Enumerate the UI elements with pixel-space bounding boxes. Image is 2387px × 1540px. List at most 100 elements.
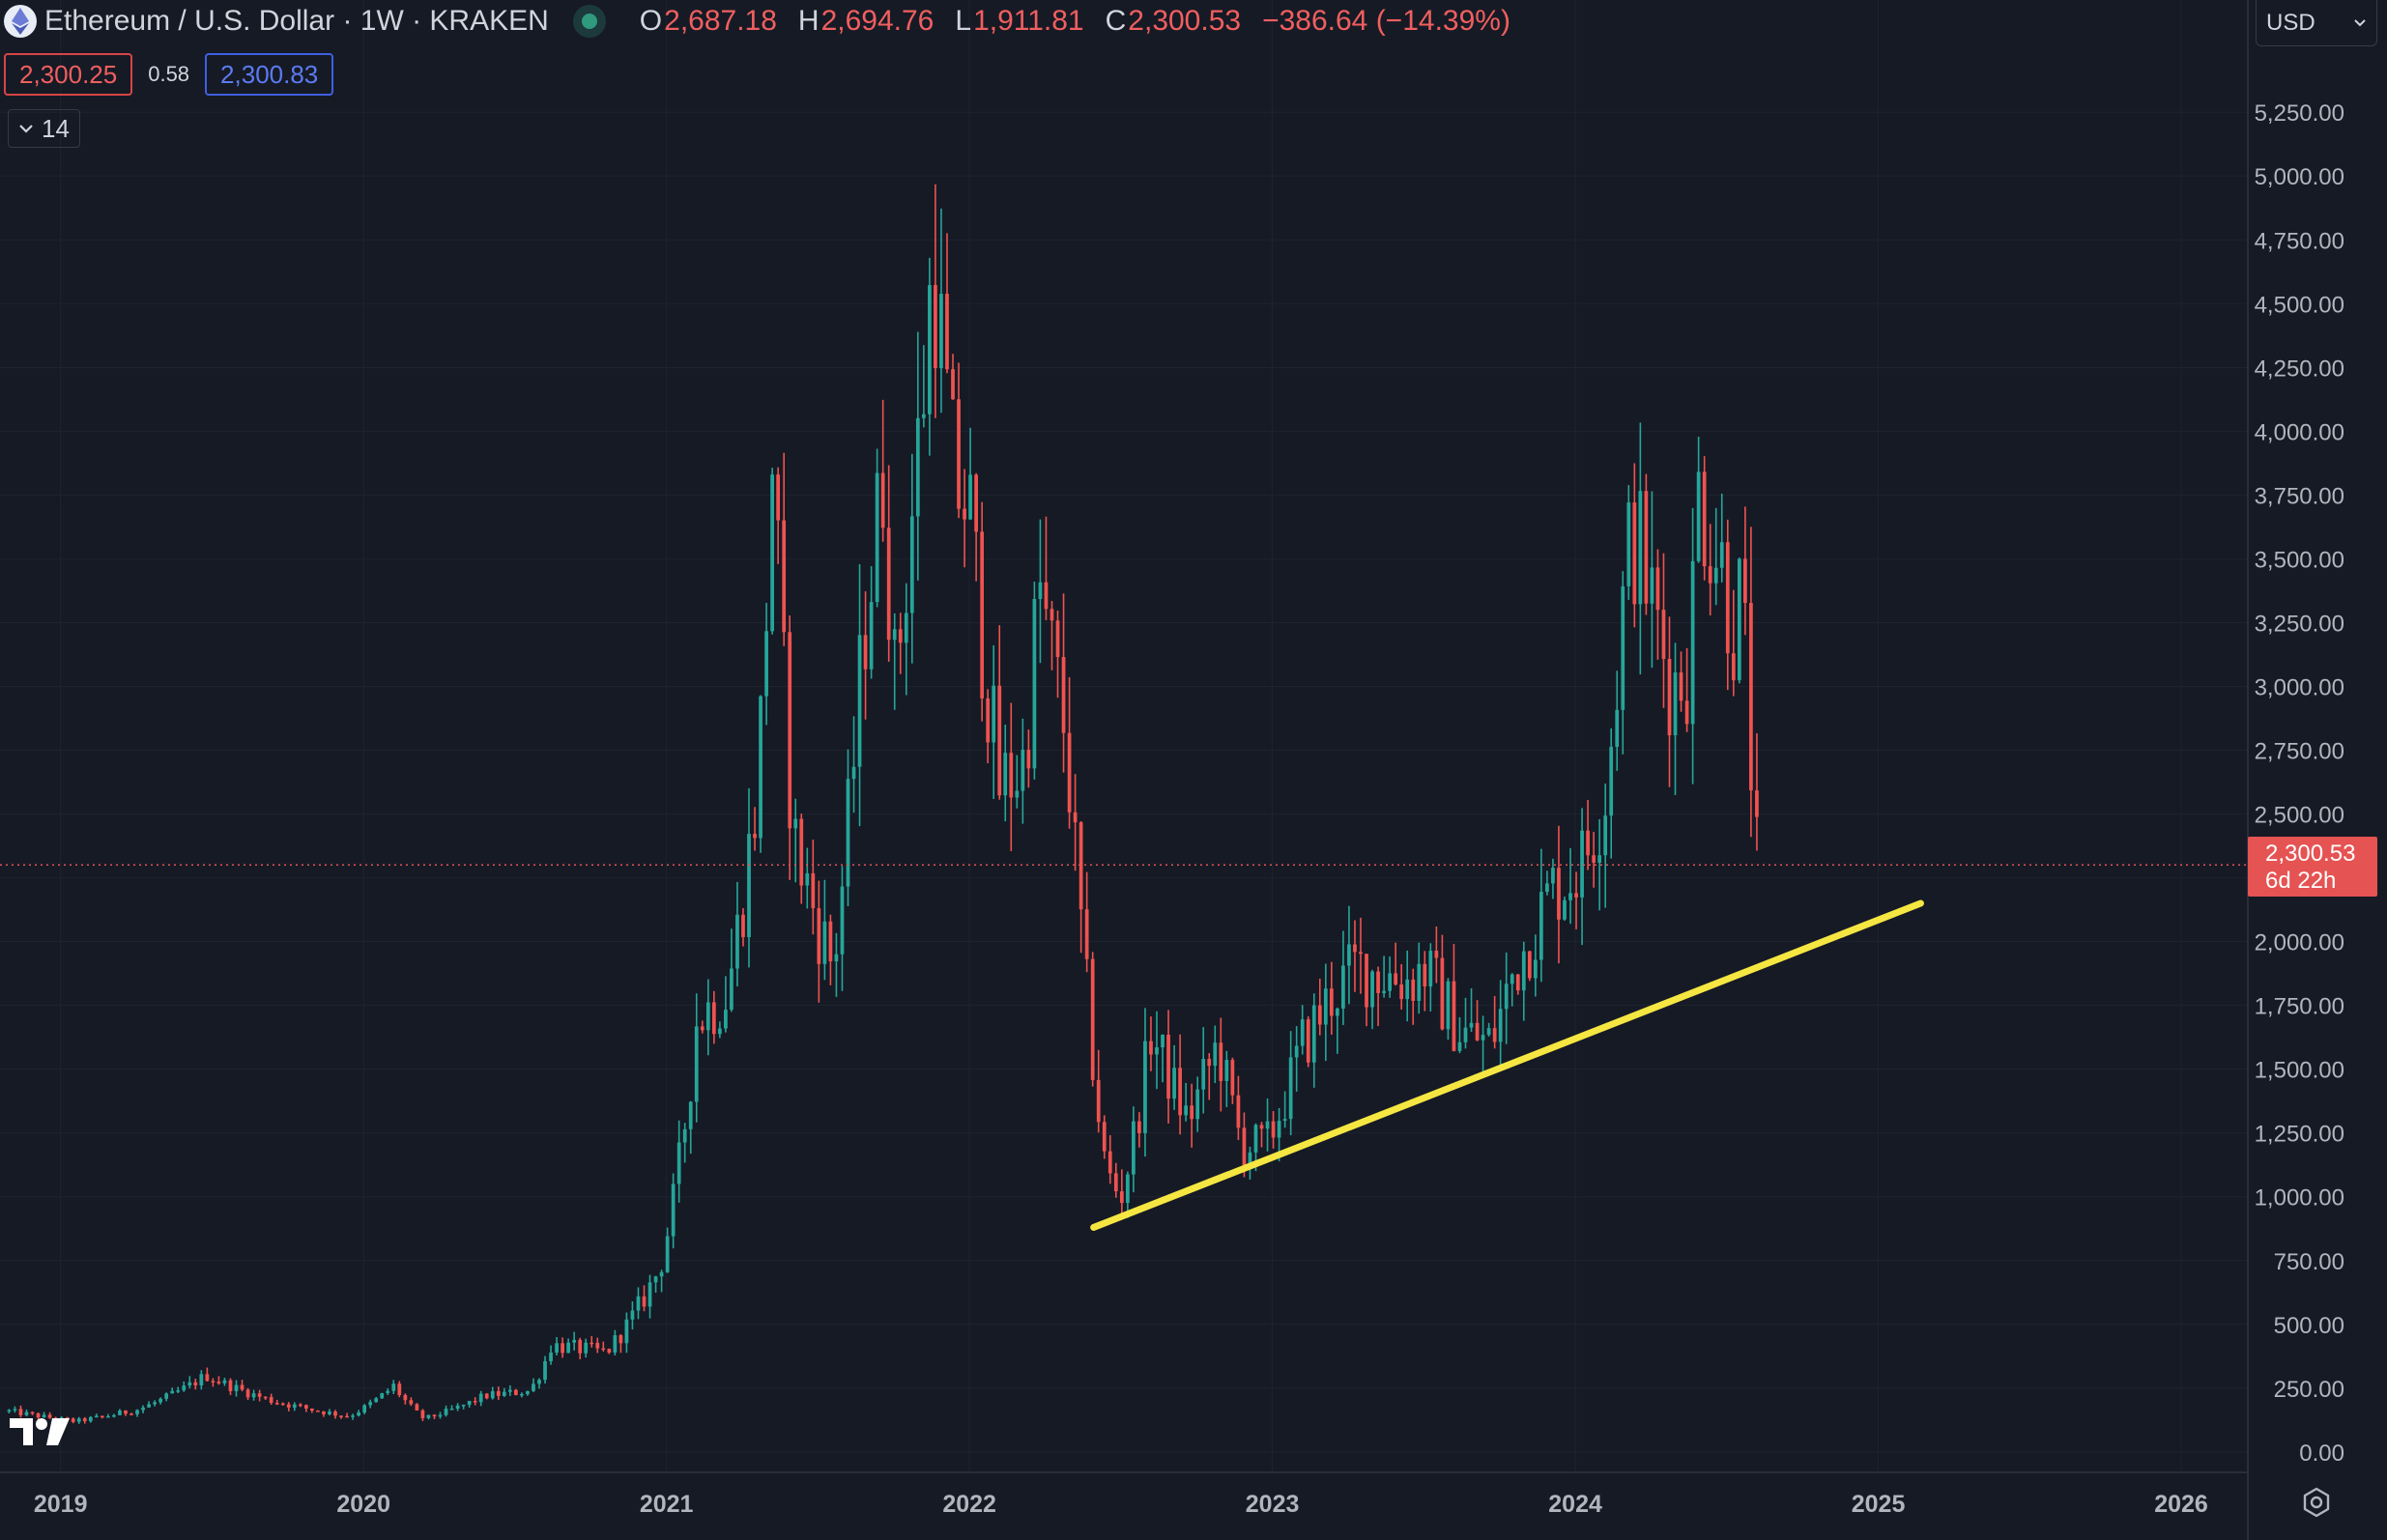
candle-body[interactable] <box>828 921 833 962</box>
candle-body[interactable] <box>1026 750 1031 769</box>
candle-body[interactable] <box>951 369 955 400</box>
candle-body[interactable] <box>1469 1022 1474 1028</box>
time-axis[interactable]: 2019 2020 2021 2022 2023 2024 2025 2026 <box>34 1491 2208 1518</box>
candle-body[interactable] <box>1667 659 1672 736</box>
candle-body[interactable] <box>1504 984 1509 1010</box>
candle-body[interactable] <box>584 1342 589 1354</box>
candle-body[interactable] <box>1486 1028 1491 1036</box>
candle-body[interactable] <box>618 1335 623 1344</box>
candle-body[interactable] <box>490 1391 495 1399</box>
candle-body[interactable] <box>1446 981 1451 1030</box>
candle-body[interactable] <box>176 1390 181 1392</box>
candle-body[interactable] <box>915 417 920 517</box>
candle-body[interactable] <box>269 1397 273 1404</box>
candle-body[interactable] <box>1207 1059 1212 1067</box>
candle-body[interactable] <box>846 779 850 887</box>
candle-body[interactable] <box>1551 868 1555 884</box>
candle-body[interactable] <box>1743 558 1747 604</box>
candle-body[interactable] <box>1184 1105 1189 1116</box>
candle-body[interactable] <box>1376 971 1380 993</box>
candle-body[interactable] <box>939 294 943 369</box>
candle-body[interactable] <box>13 1409 17 1411</box>
candle-body[interactable] <box>380 1392 385 1399</box>
candle-body[interactable] <box>1399 984 1404 1000</box>
candle-body[interactable] <box>263 1396 268 1399</box>
candle-body[interactable] <box>642 1296 647 1307</box>
candle-body[interactable] <box>613 1335 618 1354</box>
candle-body[interactable] <box>898 629 903 643</box>
candle-body[interactable] <box>974 474 978 532</box>
candle-body[interactable] <box>1336 1008 1339 1016</box>
candle-body[interactable] <box>1475 1022 1480 1041</box>
candle-body[interactable] <box>986 698 991 743</box>
candle-body[interactable] <box>1411 979 1416 1001</box>
candle-body[interactable] <box>980 531 985 699</box>
candle-body[interactable] <box>286 1404 291 1408</box>
candle-body[interactable] <box>659 1271 664 1277</box>
candle-body[interactable] <box>921 414 926 418</box>
candle-body[interactable] <box>1282 1119 1287 1122</box>
candle-body[interactable] <box>129 1413 133 1415</box>
candle-body[interactable] <box>1155 1047 1159 1055</box>
candle-body[interactable] <box>374 1398 379 1403</box>
candle-body[interactable] <box>473 1401 477 1403</box>
candle-body[interactable] <box>776 474 781 521</box>
candle-body[interactable] <box>572 1339 577 1343</box>
candle-body[interactable] <box>362 1405 367 1413</box>
candle-body[interactable] <box>543 1360 547 1381</box>
candle-body[interactable] <box>747 834 751 937</box>
candle-body[interactable] <box>310 1408 314 1412</box>
candle-body[interactable] <box>1149 1041 1153 1055</box>
candle-body[interactable] <box>193 1382 198 1386</box>
candle-body[interactable] <box>671 1184 676 1237</box>
candle-body[interactable] <box>1521 951 1526 991</box>
candle-body[interactable] <box>1650 567 1654 604</box>
candle-body[interactable] <box>420 1410 425 1418</box>
candle-body[interactable] <box>397 1383 402 1395</box>
candle-body[interactable] <box>112 1414 116 1417</box>
candle-body[interactable] <box>1119 1191 1124 1204</box>
candle-body[interactable] <box>1661 610 1666 660</box>
candle-body[interactable] <box>18 1409 23 1415</box>
candle-body[interactable] <box>1481 1035 1485 1041</box>
candle-body[interactable] <box>1213 1042 1218 1067</box>
candle-body[interactable] <box>1405 979 1410 1000</box>
candle-body[interactable] <box>682 1128 687 1143</box>
candle-body[interactable] <box>526 1390 530 1395</box>
candle-body[interactable] <box>1113 1173 1118 1192</box>
candle-body[interactable] <box>1137 1121 1141 1133</box>
candle-body[interactable] <box>199 1374 204 1386</box>
candle-body[interactable] <box>94 1415 99 1418</box>
candle-body[interactable] <box>1125 1174 1130 1204</box>
candle-body[interactable] <box>1615 709 1620 748</box>
candle-body[interactable] <box>1731 653 1736 681</box>
candle-body[interactable] <box>274 1403 279 1405</box>
candle-body[interactable] <box>1609 747 1614 816</box>
candle-body[interactable] <box>1452 981 1456 1051</box>
candle-body[interactable] <box>700 1026 705 1031</box>
candlestick-series[interactable] <box>7 184 1759 1424</box>
candle-body[interactable] <box>1347 944 1351 966</box>
support-trendline[interactable] <box>1090 899 1924 1231</box>
candle-body[interactable] <box>1015 790 1020 798</box>
candle-body[interactable] <box>869 602 874 670</box>
candle-body[interactable] <box>303 1405 308 1409</box>
candle-body[interactable] <box>997 685 1002 796</box>
candle-body[interactable] <box>711 1002 716 1035</box>
candle-body[interactable] <box>1702 471 1707 567</box>
candle-body[interactable] <box>1574 893 1578 898</box>
candle-body[interactable] <box>1679 672 1683 701</box>
candle-body[interactable] <box>892 629 897 641</box>
candle-body[interactable] <box>141 1407 145 1411</box>
candle-body[interactable] <box>1311 1005 1316 1063</box>
candle-body[interactable] <box>1545 883 1549 893</box>
candle-body[interactable] <box>1365 954 1368 1008</box>
candle-body[interactable] <box>945 294 949 370</box>
candle-body[interactable] <box>1242 1127 1247 1166</box>
candle-body[interactable] <box>1143 1041 1147 1133</box>
candle-body[interactable] <box>1271 1121 1276 1138</box>
candle-body[interactable] <box>1172 1068 1176 1099</box>
candle-body[interactable] <box>158 1398 163 1403</box>
price-axis[interactable]: 0.00 250.00 500.00 750.00 1,000.00 1,250.00 1,… <box>2255 100 2344 1467</box>
candle-body[interactable] <box>82 1418 87 1422</box>
